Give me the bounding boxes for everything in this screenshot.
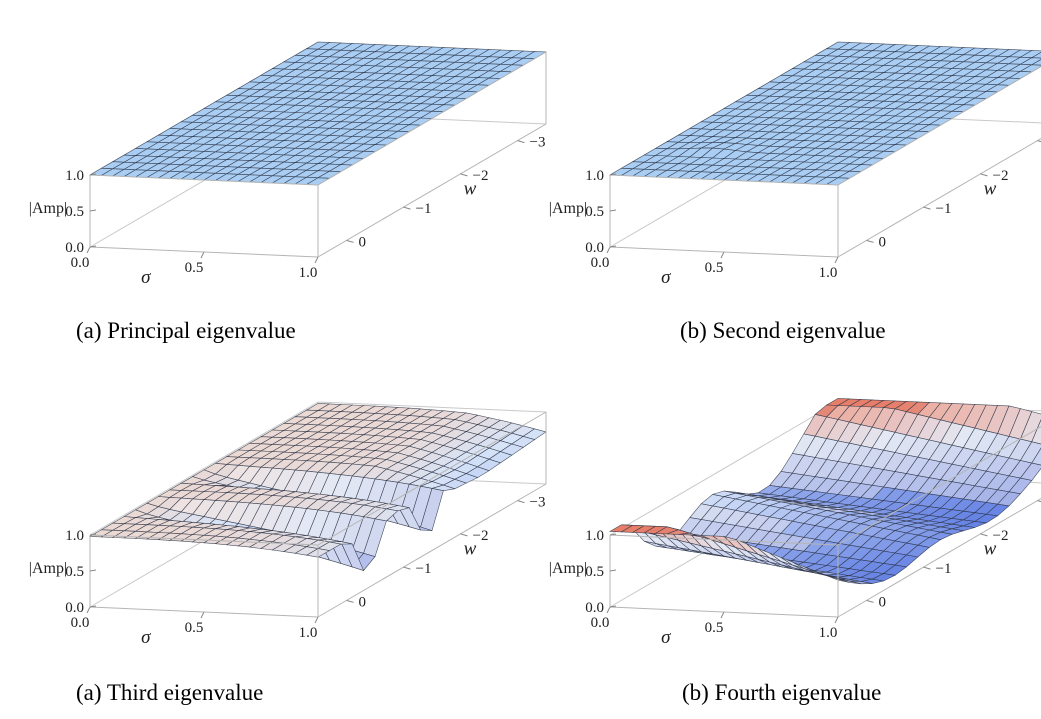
p3-x-axis: 0.0 0.5 1.0 σ [71,606,319,648]
p2-z-axis-label: |Amp| [549,200,587,217]
p1-z-axis-label: |Amp| [29,200,67,217]
p2-z-tick-label: 1.0 [585,168,604,184]
p3-x-axis-label: σ [141,627,151,648]
p1-y-tick-label: −1 [416,201,432,217]
p3-y-tick-label: −2 [473,528,489,544]
caption-second: (b) Second eigenvalue [680,318,886,343]
p2-x-axis: 0.0 0.5 1.0 σ [591,246,839,288]
p2-y-axis-label: w [984,179,997,200]
chart-panel-third: 1.0 0.5 0.0 |Amp| 0.0 0.5 1.0 σ 0 −1 −2 −3 w (a) Thi… [0,360,547,719]
p4-z-axis-label: |Amp| [549,560,587,577]
caption-third: (a) Third eigenvalue [76,680,264,705]
p1-y-axis-label: w [464,179,477,200]
p2-x-tick-label: 0.0 [591,255,610,271]
p3-x-tick-label: 1.0 [299,625,318,641]
p4-y-axis-label: w [984,539,997,560]
p1-x-tick-label: 1.0 [299,265,318,281]
p4-z-tick-label: 1.0 [585,528,604,544]
p4-z-axis: 1.0 0.5 0.0 |Amp| [549,528,617,616]
p1-x-axis: 0.0 0.5 1.0 σ [71,246,319,288]
p1-x-axis-label: σ [141,267,151,288]
p4-z-tick-label: 0.0 [585,600,604,616]
chart-panel-fourth: 1.0 0.5 0.0 |Amp| 0.0 0.5 1.0 σ 0 −1 −2 −3 w (b) Fou… [520,360,1041,719]
caption-fourth: (b) Fourth eigenvalue [682,680,882,705]
surface-plot-principal: 1.0 0.5 0.0 |Amp| 0.0 0.5 1.0 σ 0 −1 −2 −3 w [29,41,548,288]
caption-principal: (a) Principal eigenvalue [76,318,296,343]
p1-z-tick-label: 1.0 [65,168,84,184]
p2-y-tick-label: 0 [879,234,887,250]
p2-surface [608,41,1041,186]
p2-x-tick-label: 0.5 [705,260,724,276]
p2-z-tick-label: 0.5 [585,204,604,220]
p4-y-tick-label: −2 [993,528,1009,544]
surface-plot-second: 1.00.50.0|Amp|0.00.51.0σ0−1−2−3w [549,41,1041,288]
p4-x-tick-label: 1.0 [819,625,838,641]
surface-plot-fourth: 1.00.50.0|Amp|0.00.51.0σ0−1−2−3w [549,398,1041,648]
chart-panel-second: 1.0 0.5 0.0 |Amp| 0.0 0.5 1.0 σ 0 −1 −2 −3 w (b) Sec… [520,0,1041,360]
p4-y-tick-label: 0 [879,594,887,610]
p3-z-axis: 1.0 0.5 0.0 |Amp| [29,528,97,616]
p2-z-tick-label: 0.0 [585,240,604,256]
p4-surface [608,398,1041,585]
p1-z-axis: 1.0 0.5 0.0 |Amp| [29,168,97,256]
p3-z-tick-label: 0.0 [65,600,84,616]
p3-z-axis-label: |Amp| [29,560,67,577]
p4-x-tick-label: 0.5 [705,620,724,636]
p3-surface [88,403,547,571]
p1-surface [88,41,548,186]
p3-y-tick-label: −1 [416,561,432,577]
chart-panel-principal: 1.0 0.5 0.0 |Amp| 0.0 0.5 1.0 σ 0 −1 −2 −3 w (a) Pri… [0,0,548,360]
p2-y-tick-label: −1 [936,201,952,217]
p2-y-axis: 0−1−2−3w [866,140,1041,250]
p1-y-tick-label: −3 [530,135,546,151]
p1-y-tick-label: −2 [473,168,489,184]
p4-y-tick-label: −1 [936,561,952,577]
p3-z-tick-label: 1.0 [65,528,84,544]
p2-x-tick-label: 1.0 [819,265,838,281]
p3-x-tick-label: 0.0 [71,615,90,631]
p4-y-axis: 0−1−2−3w [866,500,1041,610]
p1-y-axis: 0 −1 −2 −3 w [346,135,546,250]
p1-z-tick-label: 0.5 [65,204,84,220]
p4-x-tick-label: 0.0 [591,615,610,631]
p4-z-tick-label: 0.5 [585,564,604,580]
p1-x-tick-label: 0.0 [71,255,90,271]
p1-z-tick-label: 0.0 [65,240,84,256]
p3-y-tick-label: 0 [359,594,367,610]
p4-x-axis-label: σ [661,627,671,648]
p2-y-tick-label: −2 [993,168,1009,184]
p4-x-axis: 0.0 0.5 1.0 σ [591,606,839,648]
p2-z-axis: 1.0 0.5 0.0 |Amp| [549,168,617,256]
p3-x-tick-label: 0.5 [185,620,204,636]
p1-y-tick-label: 0 [359,234,367,250]
surface-plot-third: 1.0 0.5 0.0 |Amp| 0.0 0.5 1.0 σ 0 −1 −2 −3 w [29,401,547,648]
p3-z-tick-label: 0.5 [65,564,84,580]
p3-y-tick-label: −3 [530,495,546,511]
p3-y-axis-label: w [464,539,477,560]
p3-y-axis: 0 −1 −2 −3 w [346,495,546,610]
p2-x-axis-label: σ [661,267,671,288]
p1-x-tick-label: 0.5 [185,260,204,276]
